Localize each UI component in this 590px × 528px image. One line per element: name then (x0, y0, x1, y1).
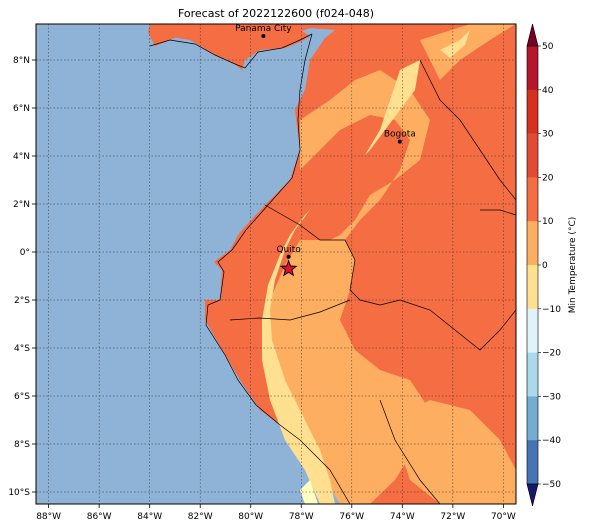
colorbar-tick-label: −40 (542, 436, 561, 446)
y-tick-label: 6°S (14, 392, 30, 402)
map-frame (35, 23, 517, 505)
x-tick-label: 82°W (188, 512, 213, 522)
y-tick-label: 2°N (13, 200, 30, 210)
city-dot (261, 34, 266, 38)
colorbar-tick-label: 30 (542, 130, 554, 140)
city-dot (286, 254, 291, 259)
city-label: Quito (276, 245, 301, 255)
x-tick-label: 74°W (390, 512, 415, 522)
borders (149, 33, 516, 504)
colorbar-segment (527, 352, 538, 397)
colorbar-tick-label: 40 (542, 86, 554, 96)
colorbar-tick-label: −10 (542, 305, 561, 315)
map-title: Forecast of 2022122600 (f024-048) (177, 7, 375, 20)
y-tick-label: 2°S (14, 296, 30, 306)
colorbar-segment (527, 308, 538, 353)
graticule (36, 24, 516, 504)
colorbar-segment (527, 440, 538, 485)
colorbar-segment (527, 133, 538, 178)
y-tick-label: 8°S (14, 440, 30, 450)
location-star-icon (279, 259, 298, 277)
colorbar-segment (527, 265, 538, 310)
y-tick-label: 4°N (13, 152, 30, 162)
colorbar-extend-bottom (526, 483, 539, 507)
colorbar-extend-top (526, 23, 539, 47)
y-tick-label: 6°N (13, 104, 30, 114)
colorbar-segment (527, 89, 538, 134)
colorbar: 50 40 30 20 10 0 −10 −20 −30 −40 −50 (526, 23, 561, 507)
colorbar-label: Min Temperature (°C) (568, 217, 578, 314)
colorbar-tick-label: −20 (542, 349, 561, 359)
y-ticks: 8°N 6°N 4°N 2°N 0° 2°S 4°S 6°S 8°S 10°S (8, 56, 36, 498)
band-light-orange (262, 70, 430, 504)
band-pale-yellow-north (440, 30, 470, 58)
colorbar-tick-label: 10 (542, 217, 554, 227)
y-tick-label: 4°S (14, 344, 30, 354)
x-ticks: 88°W 86°W 84°W 82°W 80°W 78°W 76°W 74°W 72°W 70°W (36, 504, 516, 522)
y-tick-label: 10°S (8, 488, 30, 498)
colorbar-tick-label: −30 (542, 392, 561, 402)
colorbar-segment (527, 221, 538, 266)
colorbar-tick-label: 0 (542, 261, 548, 271)
x-tick-label: 84°W (137, 512, 162, 522)
x-tick-label: 86°W (87, 512, 112, 522)
y-tick-label: 0° (20, 248, 30, 258)
colorbar-tick-label: 20 (542, 173, 554, 183)
x-tick-label: 78°W (289, 512, 314, 522)
x-tick-label: 80°W (238, 512, 263, 522)
x-tick-label: 70°W (491, 512, 516, 522)
colorbar-segment (527, 177, 538, 222)
colorbar-segment (527, 46, 538, 91)
colorbar-segment (527, 396, 538, 441)
city-layer: Panama City Bogota Quito (235, 24, 416, 277)
city-label: Panama City (235, 24, 292, 34)
city-dot (397, 139, 402, 144)
colorbar-tick-label: −50 (542, 480, 561, 490)
x-tick-label: 72°W (440, 512, 465, 522)
colorbar-tick-label: 50 (542, 42, 554, 52)
x-tick-label: 88°W (36, 512, 61, 522)
x-tick-label: 76°W (339, 512, 364, 522)
city-label: Bogota (384, 130, 416, 140)
y-tick-label: 8°N (13, 56, 30, 66)
isthmus-land (148, 28, 310, 70)
band-light-orange-north (420, 24, 516, 80)
